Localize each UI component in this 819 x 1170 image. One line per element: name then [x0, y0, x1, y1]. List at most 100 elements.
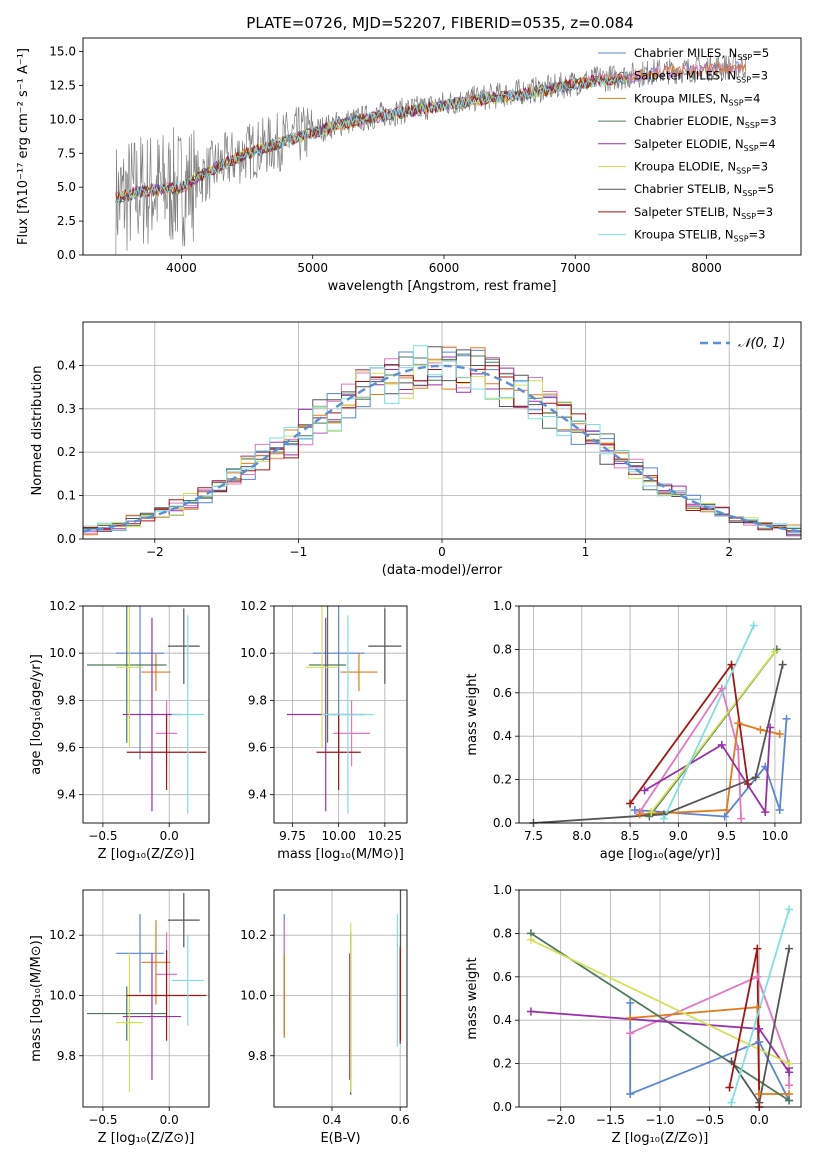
- weight-marker: [775, 730, 784, 739]
- axes-spectrum: 4000 5000 6000 7000 8000 0.0 2.5 5.0 7.5 10.0 12.5…: [16, 37, 802, 294]
- x-axis-label: wavelength [Angstrom, rest frame]: [328, 279, 557, 294]
- errorbar-point: [116, 914, 164, 993]
- axes-frame: [82, 889, 210, 1108]
- y-tick-label: 10.0: [240, 646, 267, 660]
- weight-marker: [626, 1089, 635, 1098]
- weight-marker: [770, 647, 779, 656]
- legend-label: Salpeter STELIB, N: [634, 205, 741, 219]
- legend-subscript: SSP: [736, 76, 751, 85]
- x-tick-label: 0.0: [160, 1113, 179, 1127]
- legend-entry: Kroupa MILES, NSSP=4: [634, 91, 760, 107]
- errorbar-point: [368, 608, 402, 684]
- y-axis-label: mass [log₁₀(M/M⊙)]: [29, 935, 44, 1062]
- y-tick-label: 9.4: [248, 788, 267, 802]
- errorbar-point: [171, 615, 204, 814]
- plot-area-age_vs_Z: [86, 606, 207, 814]
- weight-marker: [725, 1083, 734, 1092]
- weight-marker: [727, 1098, 736, 1107]
- plot-area-residuals: [83, 345, 801, 537]
- weight-line: [663, 625, 755, 820]
- model-spectrum-line: [115, 70, 629, 205]
- y-tick-label: 10.0: [49, 646, 76, 660]
- x-tick-label: 0.0: [750, 1113, 769, 1127]
- errorbar-point: [305, 606, 339, 748]
- weight-marker: [737, 814, 746, 823]
- weight-line: [730, 909, 790, 1103]
- x-axis-label: E(B-V): [320, 1131, 360, 1146]
- x-tick-label: 10.0: [762, 829, 789, 843]
- y-tick-label: 2.5: [57, 214, 76, 228]
- legend-entry: Salpeter STELIB, NSSP=3: [634, 205, 773, 221]
- weight-marker: [766, 723, 775, 732]
- legend-entry: Chabrier MILES, NSSP=5: [634, 46, 769, 62]
- y-tick-label: 10.0: [49, 112, 76, 126]
- errorbar-point: [116, 606, 164, 760]
- axes-frame: [273, 605, 408, 824]
- weight-line: [530, 939, 790, 1065]
- y-tick-label: 10.2: [240, 599, 267, 613]
- y-tick-label: 10.0: [240, 988, 267, 1002]
- y-tick-label: 1.0: [493, 599, 512, 613]
- y-tick-label: 0.0: [493, 1100, 512, 1114]
- y-tick-label: 9.8: [248, 693, 267, 707]
- x-axis-label: (data-model)/error: [382, 563, 503, 578]
- errorbar-point: [122, 953, 182, 1080]
- axes-mass_vs_ebv: 0.4 0.6 9.8 10.0 10.2 E(B-V): [240, 889, 410, 1146]
- x-tick-label: −0.5: [88, 1113, 117, 1127]
- weight-marker: [647, 808, 656, 817]
- errorbar-point: [322, 615, 374, 814]
- y-tick-label: 15.0: [49, 45, 76, 59]
- x-tick-label: 10.00: [321, 829, 355, 843]
- legend-label: Kroupa STELIB, N: [634, 228, 734, 242]
- x-tick-label: −0.5: [88, 829, 117, 843]
- y-tick-label: 9.8: [57, 1049, 76, 1063]
- x-axis-label: Z [log₁₀(Z/Z⊙)]: [98, 847, 195, 862]
- weight-marker: [761, 762, 770, 771]
- errorbar-point: [86, 986, 167, 1041]
- y-tick-label: 0.6: [493, 970, 512, 984]
- plot-area-age_vs_mass: [286, 606, 402, 814]
- y-tick-label: 9.6: [248, 741, 267, 755]
- y-tick-label: 12.5: [49, 78, 76, 92]
- weight-marker: [761, 808, 770, 817]
- weight-marker: [734, 719, 743, 728]
- plot-area-mass_vs_ebv: [283, 890, 402, 1095]
- weight-marker: [626, 998, 635, 1007]
- x-tick-label: 0.6: [391, 1113, 410, 1127]
- errorbar-point: [333, 700, 371, 767]
- legend-label: Chabrier ELODIE, N: [634, 114, 745, 128]
- plot-area-spectrum: [115, 53, 747, 255]
- x-tick-label: 9.5: [717, 829, 736, 843]
- weight-marker: [753, 1003, 762, 1012]
- weight-marker: [630, 805, 639, 814]
- weight-marker: [526, 1007, 535, 1016]
- axes-frame: [273, 889, 408, 1108]
- x-tick-label: 9.0: [669, 829, 688, 843]
- legend-suffix: =3: [756, 205, 773, 219]
- y-tick-label: 7.5: [57, 146, 76, 160]
- legend-suffix: =4: [744, 91, 761, 105]
- legend-suffix: =5: [757, 182, 774, 196]
- errorbar-point: [167, 608, 200, 684]
- legend-suffix: =3: [751, 160, 768, 174]
- legend-suffix: =3: [751, 69, 768, 83]
- legend-label: Salpeter MILES, N: [634, 69, 736, 83]
- weight-marker: [778, 660, 787, 669]
- legend-entry: Chabrier ELODIE, NSSP=3: [634, 114, 777, 130]
- weight-marker: [727, 1057, 736, 1066]
- x-tick-label: −1.5: [596, 1113, 625, 1127]
- y-tick-label: 9.8: [248, 1049, 267, 1063]
- weight-marker: [743, 779, 752, 788]
- x-axis-label: Z [log₁₀(Z/Z⊙)]: [98, 1131, 195, 1146]
- y-tick-label: 0.2: [493, 773, 512, 787]
- x-tick-label: 7000: [560, 261, 591, 275]
- errorbar-point: [116, 953, 143, 1092]
- y-tick-label: 0.3: [57, 402, 76, 416]
- legend-entry: 𝒩(0, 1): [738, 336, 785, 351]
- x-tick-label: 1: [582, 545, 590, 559]
- errorbar-point: [316, 714, 361, 790]
- legend-suffix: =3: [760, 114, 777, 128]
- weight-marker: [755, 1089, 764, 1098]
- axes-frame: [82, 321, 802, 540]
